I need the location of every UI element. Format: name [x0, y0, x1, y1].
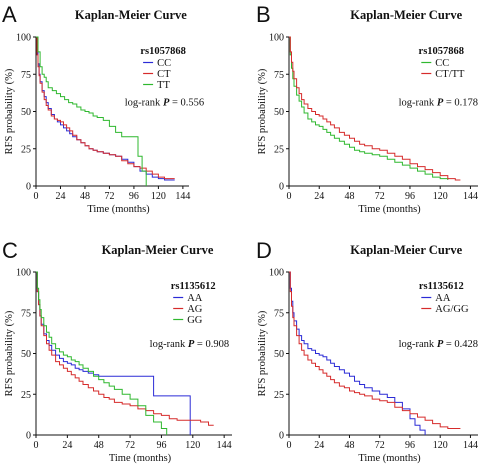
y-axis-label: RFS probability (%)	[257, 68, 268, 154]
x-tick-label: 96	[405, 191, 415, 202]
x-tick-label: 24	[62, 440, 72, 451]
legend-label: AA	[187, 293, 203, 304]
legend-label: AA	[435, 293, 451, 304]
x-tick-label: 96	[156, 440, 166, 451]
chart-title: Kaplan-Meier Curve	[102, 243, 214, 257]
logrank-annotation: log-rank P = 0.428	[399, 339, 478, 350]
y-tick-label: 0	[279, 182, 284, 193]
y-tick-label: 50	[21, 349, 31, 360]
km-curve-gg	[36, 271, 168, 435]
x-tick-label: 96	[129, 191, 139, 202]
x-tick-label: 72	[104, 191, 114, 202]
km-curve-ct-tt	[289, 36, 461, 181]
x-tick-label: 144	[463, 191, 478, 202]
legend-label: TT	[157, 80, 170, 91]
y-tick-label: 50	[21, 107, 31, 118]
x-tick-label: 24	[55, 191, 65, 202]
y-tick-label: 75	[274, 70, 284, 81]
y-tick-label: 100	[269, 33, 284, 44]
x-tick-label: 120	[151, 191, 166, 202]
chart-title: Kaplan-Meier Curve	[350, 243, 462, 257]
panel-letter: C	[2, 238, 18, 263]
x-tick-label: 144	[217, 440, 232, 451]
logrank-annotation: log-rank P = 0.556	[125, 98, 204, 109]
legend-title: rs1135612	[171, 281, 216, 292]
y-axis-label: RFS probability (%)	[4, 310, 15, 396]
legend-title: rs1057868	[140, 46, 186, 57]
x-tick-label: 0	[287, 191, 292, 202]
km-panel-a: A Kaplan-Meier Curve 0 25 50 75 100 0 24 48 72 96 12…	[2, 2, 204, 215]
km-curve-ag	[36, 271, 214, 426]
x-tick-label: 0	[287, 440, 292, 451]
y-tick-label: 100	[16, 33, 31, 44]
x-tick-label: 24	[314, 191, 324, 202]
km-panel-d: D Kaplan-Meier Curve 0 25 50 75 100 0 24 48 72 96 12…	[256, 238, 478, 464]
y-tick-label: 100	[269, 268, 284, 279]
legend-label: CC	[157, 58, 171, 69]
y-tick-label: 50	[274, 107, 284, 118]
y-tick-label: 50	[274, 349, 284, 360]
panel-letter: D	[256, 238, 272, 263]
y-tick-label: 0	[279, 431, 284, 442]
x-tick-label: 120	[185, 440, 200, 451]
x-tick-label: 96	[405, 440, 415, 451]
km-curve-ct	[36, 36, 175, 180]
x-axis-label: Time (months)	[358, 453, 421, 464]
chart-title: Kaplan-Meier Curve	[350, 8, 462, 22]
x-tick-label: 48	[80, 191, 90, 202]
x-tick-label: 120	[433, 440, 448, 451]
x-tick-label: 0	[34, 440, 39, 451]
km-curve-cc	[289, 36, 449, 180]
x-tick-label: 72	[125, 440, 135, 451]
km-panel-b: B Kaplan-Meier Curve 0 25 50 75 100 0 24 48 72 96 12…	[256, 2, 478, 215]
legend-label: CT/TT	[435, 69, 465, 80]
x-axis-label: Time (months)	[358, 204, 421, 215]
y-axis-label: RFS probability (%)	[257, 310, 268, 396]
logrank-annotation: log-rank P = 0.908	[150, 339, 229, 350]
y-tick-label: 100	[16, 268, 31, 279]
panel-letter: A	[2, 2, 17, 27]
x-tick-label: 24	[314, 440, 324, 451]
y-axis-label: RFS probability (%)	[4, 68, 15, 154]
logrank-annotation: log-rank P = 0.178	[399, 98, 478, 109]
legend-title: rs1135612	[419, 281, 464, 292]
x-tick-label: 144	[463, 440, 478, 451]
x-tick-label: 144	[175, 191, 190, 202]
y-tick-label: 25	[274, 390, 284, 401]
x-tick-label: 72	[375, 440, 385, 451]
panel-letter: B	[256, 2, 271, 27]
legend-label: GG	[187, 315, 203, 326]
x-axis-label: Time (months)	[109, 453, 172, 464]
legend-label: AG	[187, 304, 203, 315]
y-tick-label: 0	[26, 431, 31, 442]
y-tick-label: 75	[21, 308, 31, 319]
x-tick-label: 48	[344, 191, 354, 202]
x-tick-label: 48	[344, 440, 354, 451]
chart-title: Kaplan-Meier Curve	[75, 8, 187, 22]
x-tick-label: 48	[94, 440, 104, 451]
x-axis-label: Time (months)	[87, 204, 150, 215]
km-curve-tt	[36, 36, 147, 186]
legend-label: AG/GG	[435, 304, 469, 315]
y-tick-label: 25	[21, 144, 31, 155]
y-tick-label: 75	[21, 70, 31, 81]
y-tick-label: 25	[274, 144, 284, 155]
y-tick-label: 25	[21, 390, 31, 401]
legend-title: rs1057868	[419, 46, 465, 57]
x-tick-label: 72	[375, 191, 385, 202]
km-panel-c: C Kaplan-Meier Curve 0 25 50 75 100 0 24 48 72 96 12…	[2, 238, 232, 464]
y-tick-label: 75	[274, 308, 284, 319]
x-tick-label: 0	[34, 191, 39, 202]
legend-label: CC	[435, 58, 449, 69]
km-curve-ag-gg	[289, 271, 461, 429]
km-curve-aa	[289, 271, 426, 435]
km-curve-aa	[36, 271, 191, 435]
legend-label: CT	[157, 69, 171, 80]
x-tick-label: 120	[433, 191, 448, 202]
y-tick-label: 0	[26, 182, 31, 193]
